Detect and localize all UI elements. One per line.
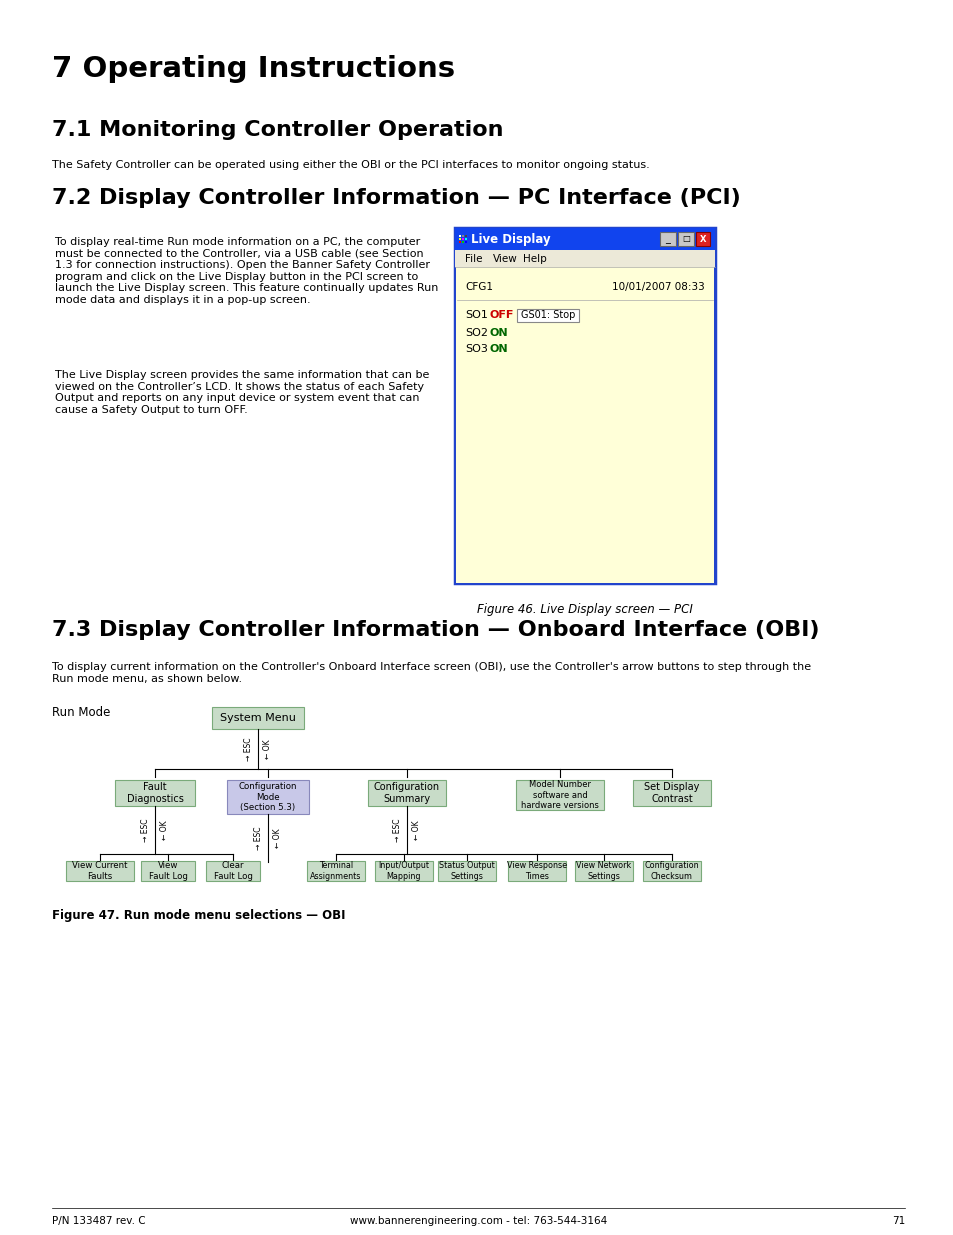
Text: Status Output
Settings: Status Output Settings: [438, 861, 495, 881]
Text: ON: ON: [490, 329, 508, 338]
Text: SO3: SO3: [464, 345, 487, 354]
Text: View Response
Times: View Response Times: [506, 861, 566, 881]
Bar: [206, 861, 260, 881]
Text: View
Fault Log: View Fault Log: [149, 861, 187, 881]
Text: X: X: [699, 235, 705, 243]
Text: Fault
Diagnostics: Fault Diagnostics: [127, 782, 183, 804]
Text: Live Display: Live Display: [471, 232, 550, 246]
Bar: [516, 781, 603, 810]
Text: View: View: [493, 253, 517, 263]
Bar: [458, 237, 461, 240]
Text: Input/Output
Mapping: Input/Output Mapping: [378, 861, 429, 881]
Bar: [456, 267, 713, 583]
Text: File: File: [464, 253, 482, 263]
Text: View Current
Faults: View Current Faults: [72, 861, 128, 881]
Text: 7 Operating Instructions: 7 Operating Instructions: [52, 56, 455, 83]
Bar: [461, 241, 464, 243]
Bar: [455, 228, 714, 583]
Text: GS01: Stop: GS01: Stop: [520, 310, 575, 320]
Bar: [575, 861, 633, 881]
Text: Set Display
Contrast: Set Display Contrast: [643, 782, 699, 804]
Bar: [659, 232, 676, 246]
Bar: [633, 781, 710, 806]
Text: ← OK: ← OK: [273, 829, 282, 847]
Text: _: _: [665, 233, 670, 245]
Text: 71: 71: [891, 1216, 904, 1226]
Text: → ESC: → ESC: [253, 826, 263, 850]
Bar: [678, 232, 693, 246]
Text: 7.3 Display Controller Information — Onboard Interface (OBI): 7.3 Display Controller Information — Onb…: [52, 620, 819, 640]
Text: Figure 46. Live Display screen — PCI: Figure 46. Live Display screen — PCI: [476, 603, 692, 616]
Text: Configuration
Checksum: Configuration Checksum: [644, 861, 699, 881]
Text: www.bannerengineering.com - tel: 763-544-3164: www.bannerengineering.com - tel: 763-544…: [350, 1216, 606, 1226]
Bar: [66, 861, 133, 881]
Text: Help: Help: [522, 253, 546, 263]
Text: To display real-time Run mode information on a PC, the computer
must be connecte: To display real-time Run mode informatio…: [55, 237, 438, 305]
Text: → ESC: → ESC: [244, 737, 253, 761]
Bar: [455, 249, 714, 267]
Text: 7.1 Monitoring Controller Operation: 7.1 Monitoring Controller Operation: [52, 120, 503, 140]
Text: To display current information on the Controller's Onboard Interface screen (OBI: To display current information on the Co…: [52, 662, 810, 684]
Text: OFF: OFF: [490, 310, 514, 320]
Bar: [455, 228, 714, 249]
Bar: [458, 235, 461, 237]
Text: ON: ON: [490, 345, 508, 354]
Text: ← OK: ← OK: [412, 820, 420, 840]
Text: Figure 47. Run mode menu selections — OBI: Figure 47. Run mode menu selections — OB…: [52, 909, 345, 923]
Bar: [307, 861, 365, 881]
Text: Configuration
Mode
(Section 5.3): Configuration Mode (Section 5.3): [238, 782, 297, 811]
Text: Run Mode: Run Mode: [52, 706, 111, 719]
Bar: [461, 237, 464, 240]
Bar: [212, 706, 304, 729]
Bar: [458, 241, 461, 243]
Bar: [375, 861, 433, 881]
Text: System Menu: System Menu: [220, 713, 295, 722]
Text: Clear
Fault Log: Clear Fault Log: [213, 861, 253, 881]
Bar: [507, 861, 565, 881]
Text: Configuration
Summary: Configuration Summary: [374, 782, 439, 804]
Text: CFG1: CFG1: [464, 282, 493, 291]
Bar: [464, 241, 467, 243]
Text: P/N 133487 rev. C: P/N 133487 rev. C: [52, 1216, 146, 1226]
Text: 7.2 Display Controller Information — PC Interface (PCI): 7.2 Display Controller Information — PC …: [52, 188, 740, 207]
Bar: [437, 861, 496, 881]
Text: ← OK: ← OK: [160, 820, 169, 840]
Bar: [464, 237, 467, 240]
Text: Model Number
software and
hardware versions: Model Number software and hardware versi…: [520, 781, 598, 810]
Text: View Network
Settings: View Network Settings: [576, 861, 631, 881]
Bar: [227, 781, 309, 814]
Text: 10/01/2007 08:33: 10/01/2007 08:33: [612, 282, 704, 291]
Text: → ESC: → ESC: [393, 819, 401, 842]
Text: SO2: SO2: [464, 329, 488, 338]
Bar: [464, 235, 467, 237]
Text: The Safety Controller can be operated using either the OBI or the PCI interfaces: The Safety Controller can be operated us…: [52, 161, 649, 170]
Bar: [696, 232, 709, 246]
Bar: [642, 861, 700, 881]
Bar: [141, 861, 194, 881]
Text: The Live Display screen provides the same information that can be
viewed on the : The Live Display screen provides the sam…: [55, 370, 429, 415]
Text: SO1: SO1: [464, 310, 487, 320]
Text: ← OK: ← OK: [263, 740, 272, 758]
Bar: [517, 309, 578, 322]
Text: Terminal
Assignments: Terminal Assignments: [310, 861, 361, 881]
Bar: [368, 781, 446, 806]
Bar: [115, 781, 194, 806]
Text: □: □: [681, 235, 689, 243]
Bar: [461, 235, 464, 237]
Text: → ESC: → ESC: [141, 819, 150, 842]
